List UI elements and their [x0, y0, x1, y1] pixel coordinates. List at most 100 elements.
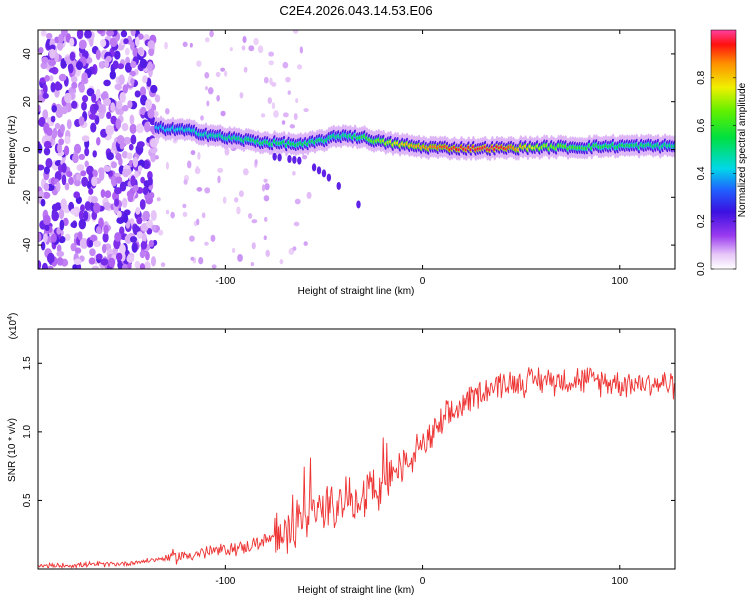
spectrogram-noise-speck	[38, 116, 46, 128]
spectrogram-noise-speck	[136, 141, 145, 148]
spectrogram-noise-speck	[231, 248, 236, 253]
spectrogram-noise-speck	[224, 147, 230, 156]
spectrogram-noise-speck	[49, 48, 56, 59]
spectrogram-noise-speck	[200, 115, 204, 121]
spectrogram-noise-speck	[78, 210, 84, 221]
spectrogram-noise-speck	[93, 240, 102, 248]
spectrogram-noise-speck	[43, 122, 50, 134]
spectrogram-noise-speck	[98, 61, 106, 69]
spectrogram-noise-speck	[134, 90, 141, 98]
spectrogram-noise-speck	[123, 213, 129, 224]
spectrogram-noise-speck	[43, 166, 50, 175]
spectrogram-noise-speck	[241, 45, 246, 51]
spectrogram-noise-speck	[95, 226, 102, 234]
spectrogram-noise-speck	[130, 77, 135, 85]
snr-scale-note: (x104)	[7, 313, 19, 340]
spectrogram-noise-speck	[38, 104, 41, 113]
spectrogram-noise-speck	[78, 39, 87, 50]
spectrogram-noise-speck	[279, 259, 284, 265]
spectrogram-noise-speck	[297, 64, 303, 70]
spectrogram-noise-speck	[88, 113, 97, 120]
spectrogram-noise-speck	[40, 198, 46, 207]
spectrogram-noise-speck	[42, 191, 51, 199]
spectrogram-noise-speck	[114, 83, 123, 91]
spectrogram-ylabel: Frequency (Hz)	[7, 116, 18, 185]
spectrogram-noise-speck	[254, 159, 258, 165]
spectrogram-xtick-label: 0	[420, 276, 426, 287]
spectrogram-noise-speck	[127, 100, 133, 109]
spectrogram-noise-speck	[150, 256, 156, 267]
spectrogram-noise-speck	[116, 210, 122, 218]
spectrogram-noise-speck	[136, 216, 143, 225]
svg-text:(x104): (x104)	[7, 313, 19, 340]
snr-scale-note-close: )	[8, 313, 19, 316]
spectrogram-noise-speck	[141, 232, 147, 243]
snr-scale-note-base: (x10	[8, 319, 19, 339]
spectrogram-noise-speck	[182, 41, 188, 48]
spectrogram-noise-speck	[268, 60, 274, 66]
spectrogram-noise-speck	[135, 123, 144, 134]
spectrogram-noise-speck	[70, 208, 79, 216]
spectrogram-noise-speck	[41, 262, 49, 269]
spectrogram-branch-speck	[326, 173, 332, 182]
spectrogram-noise-speck	[85, 56, 93, 64]
spectrogram-noise-speck	[236, 206, 241, 215]
spectrogram-noise-speck	[139, 86, 147, 98]
spectrogram-noise-speck	[81, 176, 89, 187]
spectrogram-noise-speck	[38, 143, 43, 154]
spectrogram-noise-speck	[122, 84, 129, 94]
spectrogram-marks	[38, 30, 675, 269]
spectrogram-noise-speck	[58, 208, 65, 220]
spectrogram-noise-speck	[223, 70, 228, 77]
colorbar-label: Normalized spectral amplitude	[737, 82, 748, 217]
spectrogram-ytick-label: 40	[22, 48, 33, 60]
spectrogram-noise-speck	[110, 161, 117, 169]
spectrogram-noise-speck	[110, 115, 117, 125]
spectrogram-noise-speck	[237, 254, 243, 262]
spectrogram-noise-speck	[40, 62, 48, 70]
spectrogram-noise-speck	[115, 176, 123, 184]
spectrogram-ytick-label: 0	[22, 146, 33, 152]
spectrogram-noise-speck	[145, 98, 153, 110]
spectrogram-ticks: -100 0 100 -40 -20 0 20 40	[22, 30, 675, 287]
spectrogram-noise-speck	[209, 30, 214, 38]
spectrogram-noise-speck	[247, 213, 253, 219]
spectrogram-noise-speck	[44, 75, 50, 82]
spectrogram-noise-speck	[251, 242, 256, 250]
spectrogram-noise-speck	[76, 30, 84, 40]
spectrogram-noise-speck	[59, 123, 65, 134]
spectrogram-noise-speck	[215, 71, 221, 78]
spectrogram-noise-speck	[189, 235, 195, 242]
colorbar: 0.0 0.2 0.4 0.6 0.8 Normalized spectral ampl…	[696, 29, 748, 276]
spectrogram-noise-speck	[104, 190, 112, 199]
spectrogram-noise-speck	[41, 56, 49, 64]
spectrogram-noise-speck	[58, 33, 64, 44]
spectrogram-noise-speck	[268, 51, 275, 57]
spectrogram-noise-speck	[60, 198, 67, 210]
spectrogram-noise-speck	[294, 198, 301, 205]
snr-xlabel: Height of straight line (km)	[298, 585, 415, 596]
spectrogram-noise-speck	[63, 145, 70, 156]
spectrogram-noise-speck	[147, 40, 155, 49]
spectrogram-xtick-label: 100	[611, 276, 628, 287]
spectrogram-noise-speck	[204, 86, 209, 91]
spectrogram-noise-speck	[68, 176, 75, 186]
spectrogram-noise-speck	[44, 224, 50, 232]
spectrogram-noise-speck	[148, 239, 155, 247]
spectrogram-noise-speck	[69, 37, 75, 47]
spectrogram-noise-speck	[88, 187, 94, 195]
spectrogram-panel: -100 0 100 -40 -20 0 20 40 Height of straight l…	[7, 29, 676, 297]
spectrogram-noise-speck	[156, 197, 161, 202]
spectrogram-branch-speck	[287, 155, 292, 164]
spectrogram-noise-speck	[103, 201, 111, 211]
spectrogram-noise-speck	[132, 156, 139, 168]
spectrogram-noise-speck	[90, 122, 97, 133]
spectrogram-noise-speck	[132, 184, 139, 192]
spectrogram-noise-speck	[97, 30, 104, 35]
spectrogram-noise-speck	[62, 217, 69, 227]
spectrogram-noise-speck	[64, 56, 72, 65]
spectrogram-noise-speck	[110, 175, 118, 187]
spectrogram-noise-speck	[103, 97, 111, 106]
spectrogram-noise-speck	[119, 243, 126, 255]
spectrogram-noise-speck	[130, 134, 137, 145]
